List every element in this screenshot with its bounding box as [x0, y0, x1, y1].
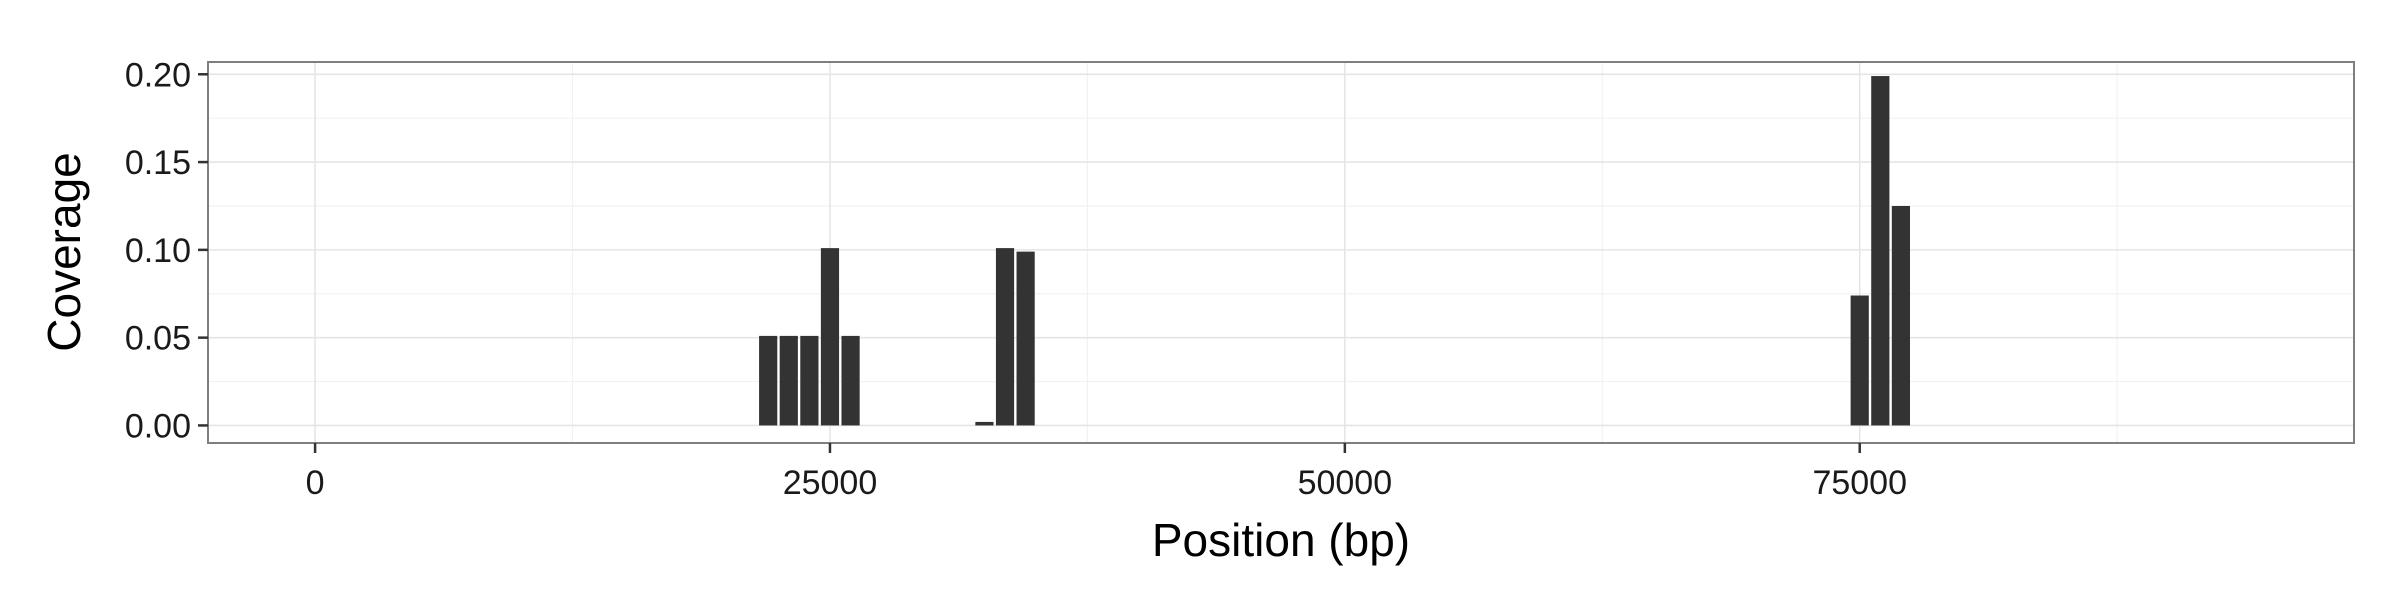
coverage-bar — [1016, 251, 1035, 426]
plot-panel-border — [207, 61, 2355, 444]
y-axis-title: Coverage — [38, 152, 90, 351]
x-axis-title: Position (bp) — [1152, 514, 1410, 566]
x-tick-label: 50000 — [1298, 464, 1393, 502]
major-grid — [208, 62, 2354, 443]
plot-panel-background — [208, 62, 2354, 443]
coverage-bar — [1891, 205, 1911, 426]
x-tick-label: 0 — [306, 464, 325, 502]
bars — [759, 76, 1911, 426]
x-axis: 0 25000 50000 75000 — [306, 443, 1907, 502]
coverage-bar — [779, 335, 798, 426]
y-tick-label: 0.05 — [125, 320, 191, 358]
coverage-bar — [800, 335, 819, 426]
coverage-bar — [1850, 295, 1869, 426]
y-tick-label: 0.20 — [125, 56, 191, 94]
y-tick-label: 0.10 — [125, 232, 191, 270]
y-axis: 0.00 0.05 0.10 0.15 0.20 — [125, 56, 208, 445]
coverage-bar — [1871, 76, 1890, 426]
minor-grid — [208, 62, 2354, 443]
y-tick-label: 0.15 — [125, 144, 191, 182]
coverage-bar — [975, 421, 994, 426]
coverage-bar — [759, 335, 778, 426]
x-tick-label: 25000 — [783, 464, 878, 502]
coverage-bar — [820, 248, 840, 426]
coverage-bar — [841, 335, 860, 426]
y-tick-label: 0.00 — [125, 407, 191, 445]
x-tick-label: 75000 — [1812, 464, 1907, 502]
coverage-bar — [995, 248, 1015, 426]
